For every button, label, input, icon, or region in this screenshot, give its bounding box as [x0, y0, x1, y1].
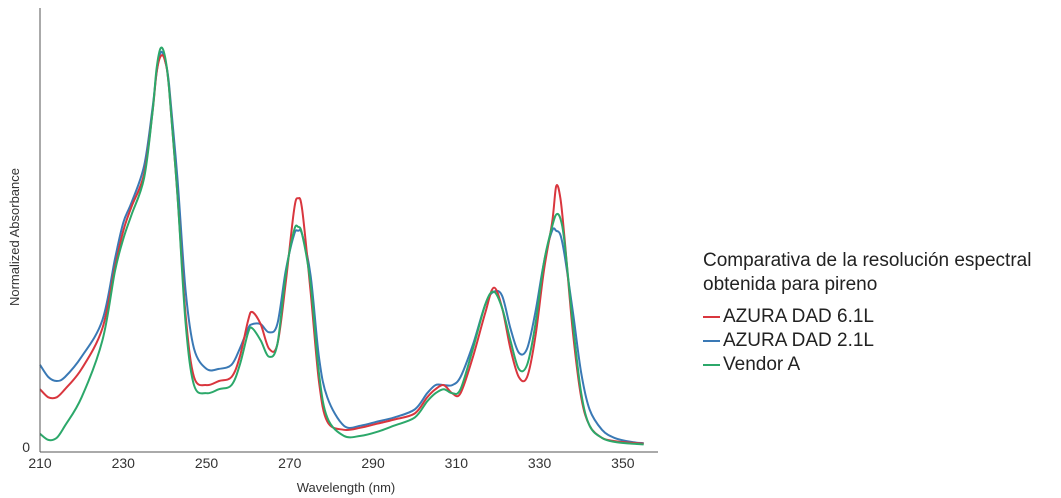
legend-label: AZURA DAD 2.1L — [723, 330, 874, 351]
legend-item: AZURA DAD 2.1L — [703, 329, 1061, 353]
legend-swatch — [703, 364, 720, 366]
x-tick-label: 290 — [361, 455, 385, 471]
x-axis-ticks: 210 230 250 270 290 310 330 350 — [28, 455, 634, 471]
x-axis-title: Wavelength (nm) — [297, 480, 396, 495]
x-tick-label: 250 — [195, 455, 219, 471]
y-tick-label: 0 — [22, 439, 30, 455]
legend-item: AZURA DAD 6.1L — [703, 305, 1061, 329]
x-tick-label: 230 — [112, 455, 136, 471]
legend-item: Vendor A — [703, 353, 1061, 377]
legend-items: AZURA DAD 6.1L AZURA DAD 2.1L Vendor A — [703, 305, 1061, 377]
series-line-vendor-a — [39, 46, 644, 446]
x-tick-label: 330 — [528, 455, 552, 471]
legend-label: Vendor A — [723, 354, 801, 375]
series-line-azura-dad-2-1l — [39, 50, 644, 445]
y-axis-ticks: 0 — [22, 439, 30, 455]
series-line-azura-dad-6-1l — [39, 54, 644, 445]
legend-title: Comparativa de la resolución espectral o… — [703, 250, 1032, 295]
spectral-chart: 210 230 250 270 290 310 330 350 0 Wavelength (n… — [7, 8, 658, 495]
x-tick-label: 270 — [278, 455, 302, 471]
legend-swatch — [703, 340, 720, 342]
y-axis-title: Normalized Absorbance — [7, 168, 22, 306]
x-tick-label: 350 — [611, 455, 635, 471]
legend-swatch — [703, 316, 720, 318]
plot-area — [39, 46, 644, 446]
legend-label: AZURA DAD 6.1L — [723, 306, 874, 327]
legend: Comparativa de la resolución espectral o… — [703, 249, 1061, 377]
x-tick-label: 210 — [28, 455, 52, 471]
x-tick-label: 310 — [445, 455, 469, 471]
